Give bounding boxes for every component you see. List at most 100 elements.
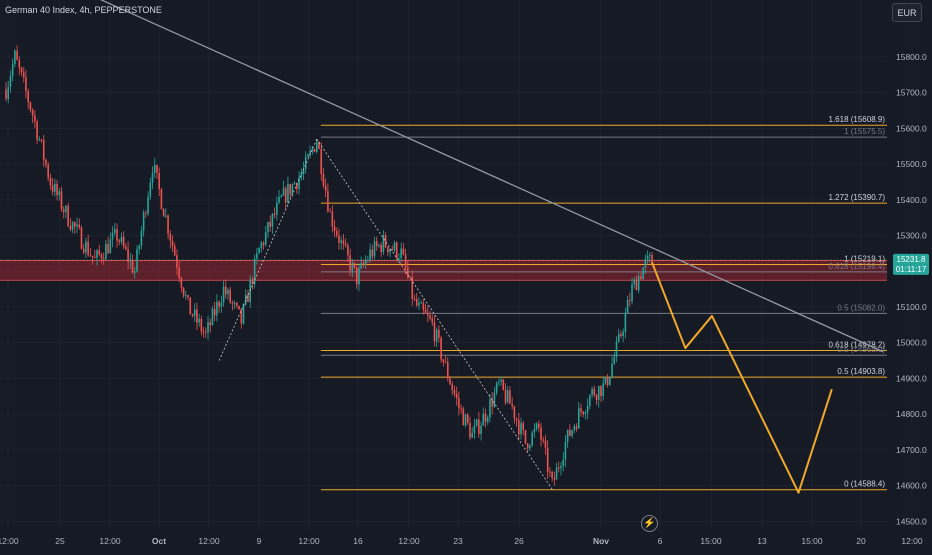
candle-body [364, 261, 367, 265]
candle-body [531, 432, 533, 446]
candle-body [51, 185, 54, 192]
candle-body [622, 331, 624, 337]
candle-body [444, 361, 447, 363]
price-tick-label: 15400.0 [896, 195, 927, 205]
fib-anchor-line[interactable] [218, 138, 318, 361]
candle-body [296, 183, 298, 189]
trendline[interactable] [6, 0, 884, 353]
candle-body [478, 419, 480, 434]
candle-body [211, 308, 214, 326]
fib-level-label: 0.618 (14978.2) [829, 340, 886, 349]
time-tick-label: 20 [856, 536, 866, 546]
candle-body [480, 425, 482, 434]
candle-body [577, 408, 580, 429]
candle-body [187, 295, 189, 298]
candle-body [466, 414, 469, 423]
candle-body [593, 388, 596, 396]
candle-body [335, 230, 338, 236]
candle-body [94, 257, 96, 259]
candle-body [582, 411, 584, 415]
candle-body [518, 420, 520, 435]
price-tick-label: 15800.0 [896, 52, 927, 62]
candle-body [16, 50, 18, 61]
lightning-icon[interactable]: ⚡ [641, 515, 658, 532]
candle-body [180, 278, 183, 288]
candle-body [38, 139, 41, 141]
candle-body [382, 235, 385, 252]
candle-body [218, 301, 220, 307]
candle-body [513, 406, 516, 419]
candle-body [271, 213, 274, 227]
fib-level-label: 0 (14588.4) [844, 480, 885, 489]
candle-body [251, 279, 254, 284]
candle-body [227, 289, 229, 295]
candle-body [87, 241, 89, 256]
candle-body [591, 388, 593, 396]
time-axis[interactable]: 12:00 25 12:00 Oct 12:00 9 12:00 16 12:00 23 26 Nov… [0, 536, 923, 546]
candle-body [400, 248, 402, 258]
candle-body [49, 177, 52, 186]
candle-body [402, 248, 405, 255]
candle-body [127, 249, 129, 262]
price-countdown-label: 01:11:17 [896, 265, 927, 274]
zone-band [0, 260, 887, 281]
time-tick-label: 12:00 [398, 536, 420, 546]
time-tick-label: 12:00 [901, 536, 923, 546]
candle-body [167, 215, 169, 234]
candle-body [287, 184, 289, 203]
currency-button[interactable]: EUR [892, 3, 922, 22]
candle-body [276, 202, 278, 215]
candle-body [47, 164, 49, 178]
candle-body [586, 406, 589, 413]
candle-body [256, 253, 258, 259]
grid [0, 0, 913, 530]
candle-body [27, 91, 29, 103]
candle-body [198, 318, 200, 323]
candle-body [96, 250, 98, 258]
candle-body [289, 184, 291, 195]
candle-body [327, 191, 329, 212]
time-tick-label: Oct [152, 536, 166, 546]
candle-body [196, 309, 198, 323]
fib-level-label: 1 (15219.1) [844, 254, 885, 263]
projection-path[interactable] [651, 261, 833, 494]
candle-body [78, 224, 81, 228]
candle-body [149, 182, 152, 197]
candle-body [398, 257, 400, 259]
candle-body [384, 235, 387, 248]
time-tick-label: Nov [593, 536, 609, 546]
candle-body [602, 383, 604, 397]
candle-body [340, 240, 343, 243]
candle-body [247, 294, 249, 303]
candle-body [54, 183, 56, 192]
candle-body [549, 471, 551, 473]
drawings[interactable] [6, 0, 884, 494]
time-tick-label: 23 [453, 536, 463, 546]
candle-body [145, 212, 147, 214]
candle-body [111, 233, 114, 240]
candle-body [298, 177, 300, 189]
candle-body [555, 467, 558, 480]
candle-body [116, 229, 118, 241]
candle-body [74, 222, 76, 227]
candle-body [313, 148, 316, 152]
candle-body [213, 308, 216, 316]
candle-body [522, 423, 525, 431]
candle-body [133, 271, 136, 273]
price-axis[interactable]: 14500.0 14600.0 14700.0 14800.0 14900.0 15000… [0, 52, 929, 526]
candle-body [389, 249, 391, 253]
fib-anchor-line[interactable] [316, 138, 553, 490]
candle-body [173, 246, 176, 256]
candle-body [76, 224, 78, 227]
candle-body [566, 429, 569, 442]
fib-levels[interactable]: 1.618 (15608.9) 1 (15575.5) 1.272 (15390.7… [320, 115, 887, 491]
price-tick-label: 15700.0 [896, 88, 927, 98]
candle-body [424, 309, 427, 314]
candle-body [118, 240, 121, 243]
candle-body [637, 276, 640, 291]
candle-body [440, 337, 442, 360]
candle-body [624, 313, 627, 332]
candle-body [131, 259, 134, 273]
